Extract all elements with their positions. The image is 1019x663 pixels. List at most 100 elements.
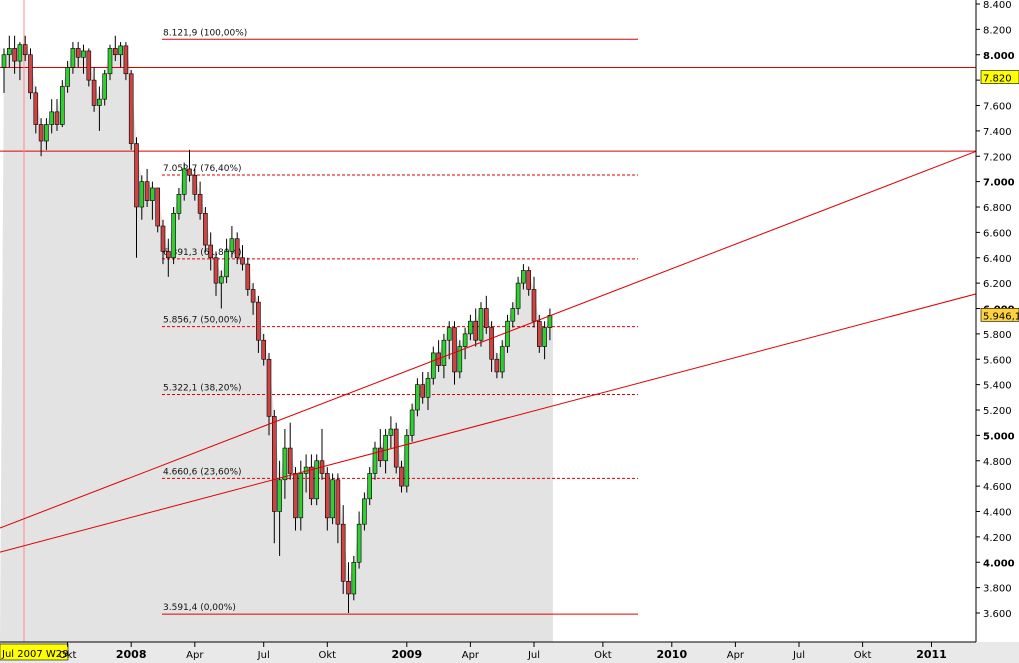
- candle-body: [478, 308, 484, 341]
- candle-body: [17, 44, 23, 62]
- candle-body: [536, 320, 542, 347]
- candle-body: [219, 276, 224, 284]
- candle-body: [287, 447, 293, 474]
- y-tick-label: 7.000: [983, 178, 1015, 189]
- candle-body: [28, 54, 33, 94]
- candle-body: [483, 308, 489, 328]
- candle-body: [383, 435, 388, 462]
- candle-body: [12, 48, 17, 62]
- x-current-label: Jul 2007 W29: [1, 649, 68, 660]
- y-tick-label: 3.600: [983, 609, 1012, 620]
- y-tick-label: 8.400: [983, 0, 1012, 11]
- candle-body: [160, 225, 166, 252]
- fibonacci-label: 4.660,6 (23,60%): [163, 467, 242, 477]
- horizontal-lines: [0, 66, 976, 152]
- trend-line: [0, 134, 1019, 529]
- candle-body: [139, 181, 145, 208]
- candle-body: [197, 194, 203, 214]
- candle-body: [59, 86, 65, 125]
- candle-body: [203, 213, 208, 246]
- y-tick-label: 7.600: [983, 102, 1012, 113]
- candle-body: [526, 270, 532, 290]
- y-tick-label: 7.400: [983, 127, 1012, 138]
- x-tick-label: Jul: [527, 650, 540, 661]
- price-labels: 7.820 5.946,1: [980, 70, 1019, 322]
- candle-body: [234, 238, 240, 259]
- candle-body: [134, 143, 139, 208]
- x-tick-label: Okt: [319, 650, 337, 661]
- candle-body: [118, 45, 123, 56]
- candle-body: [425, 377, 431, 398]
- x-tick-label: Apr: [186, 650, 204, 661]
- x-tick-label: Apr: [727, 650, 745, 661]
- candle-body: [457, 346, 463, 373]
- fibonacci-label: 5.856,7 (50,00%): [163, 316, 242, 326]
- y-tick-label: 5.200: [983, 406, 1012, 417]
- fibonacci-label: 6.391,3 (61,80%): [163, 248, 242, 258]
- candle-body: [521, 270, 526, 284]
- candle-body: [44, 124, 49, 142]
- candle-body: [346, 580, 351, 595]
- candle-body: [340, 523, 346, 582]
- candle-body: [335, 479, 341, 525]
- candle-body: [171, 213, 176, 259]
- candle-body: [372, 447, 378, 474]
- x-tick-label: Okt: [854, 650, 872, 661]
- candle-body: [515, 282, 521, 309]
- fibonacci-label: 5.322,1 (38,20%): [163, 384, 242, 394]
- candle-body: [102, 73, 107, 100]
- candle-body: [531, 289, 537, 322]
- trend-lines: [0, 134, 1019, 553]
- candle-body: [314, 460, 320, 500]
- candle-body: [489, 327, 494, 360]
- candle-body: [377, 447, 383, 462]
- fibonacci-label: 8.121,9 (100,00%): [163, 28, 247, 38]
- x-tick-label: Okt: [59, 650, 77, 661]
- candle-body: [409, 409, 415, 436]
- y-tick-label: 6.600: [983, 228, 1012, 239]
- candle-body: [181, 168, 187, 195]
- x-tick-label: Okt: [594, 650, 612, 661]
- candle-body: [229, 238, 235, 252]
- candle-body: [473, 320, 479, 341]
- candle-body: [245, 263, 251, 290]
- y-tick-label: 6.200: [983, 279, 1012, 290]
- candle-body: [277, 479, 282, 512]
- y-tick-label: 4.000: [983, 558, 1015, 569]
- trend-line: [0, 282, 1019, 553]
- candle-body: [330, 479, 335, 519]
- candle-body: [499, 346, 505, 373]
- candle-body: [351, 561, 357, 595]
- candle-body: [7, 48, 12, 56]
- candle-body: [91, 79, 97, 106]
- candle-body: [250, 289, 256, 303]
- candle-body: [446, 327, 452, 341]
- candle-body: [388, 428, 394, 436]
- candle-body: [38, 124, 44, 142]
- candle-body: [256, 301, 261, 341]
- candle-body: [208, 244, 213, 259]
- fibonacci-levels: 8.121,9 (100,00%) 7.052,7 (76,40%) 6.391,3…: [162, 28, 638, 615]
- candle-body: [468, 320, 473, 335]
- candle-body: [97, 98, 102, 106]
- candle-body: [441, 339, 447, 366]
- x-tick-label: 2010: [656, 648, 687, 661]
- candle-body: [240, 257, 245, 265]
- x-axis-background: [0, 642, 1019, 663]
- y-tick-label: 7.200: [983, 152, 1012, 163]
- candle-body: [415, 384, 420, 411]
- y-tick-label: 6.400: [983, 254, 1012, 265]
- candle-body: [155, 187, 160, 227]
- candle-body: [356, 523, 362, 563]
- candle-body: [213, 257, 219, 284]
- candle-body: [22, 44, 28, 56]
- x-current-label-box: [0, 643, 69, 661]
- price-label-box: [980, 70, 1019, 84]
- candle-body: [282, 447, 288, 481]
- x-tick-label: 2009: [391, 648, 422, 661]
- candle-body: [107, 48, 113, 75]
- candle-body: [404, 435, 410, 487]
- x-tick-label: Jul: [257, 650, 270, 661]
